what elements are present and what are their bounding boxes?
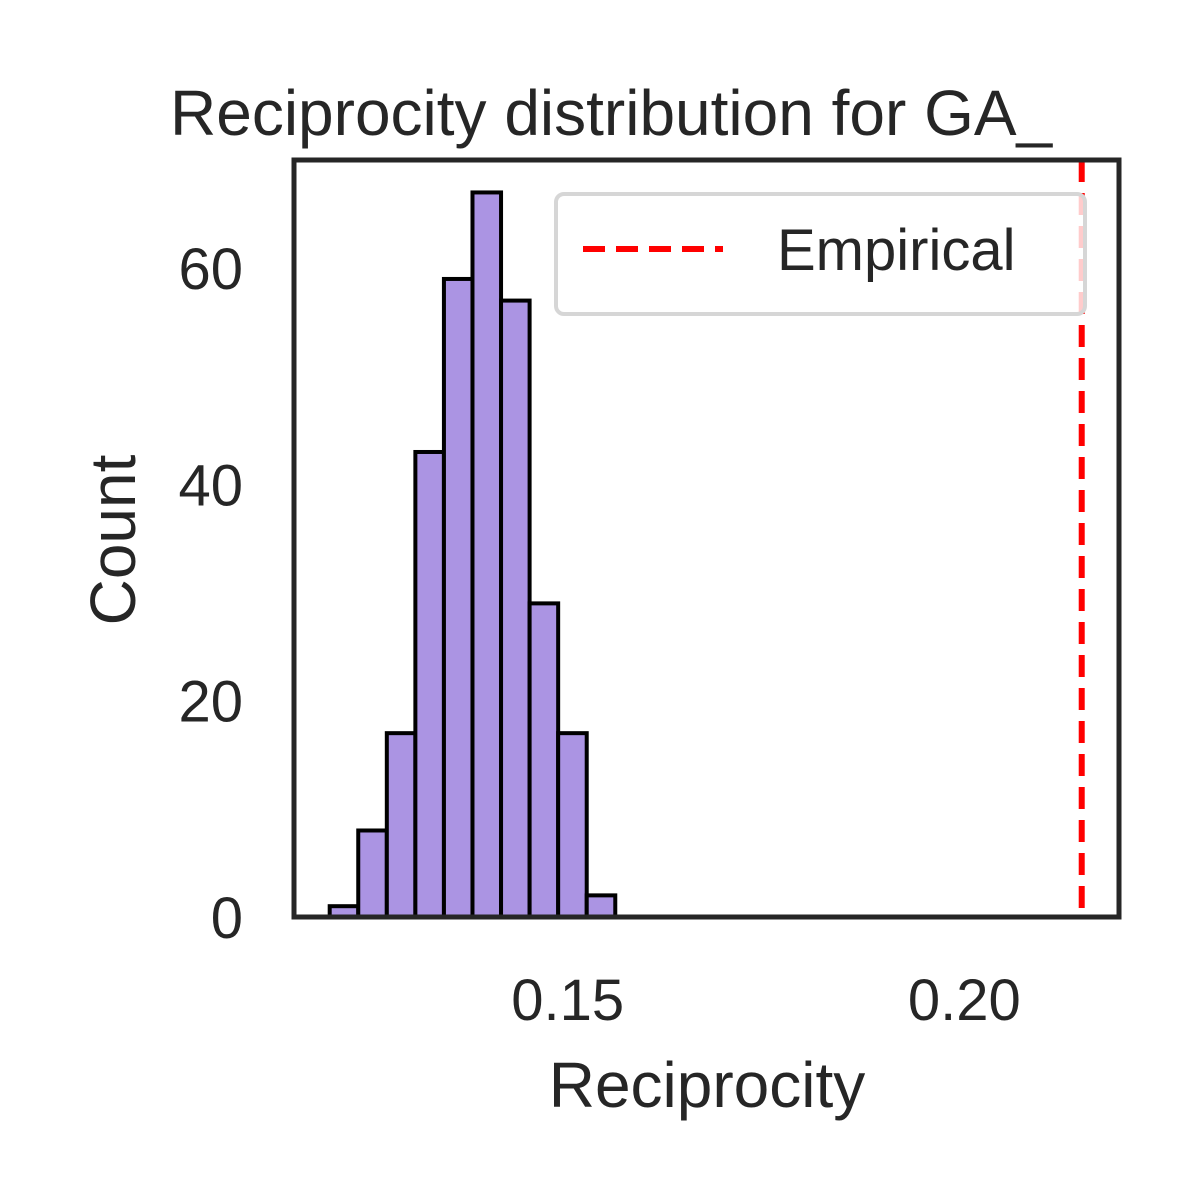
y-tick-label-3: 60: [178, 237, 243, 302]
x-tick-label-1: 0.20: [908, 968, 1021, 1033]
x-tick-label-0: 0.15: [511, 968, 624, 1033]
chart-title: Reciprocity distribution for GA_: [170, 77, 1054, 149]
y-tick-label-2: 40: [178, 453, 243, 518]
legend: Empirical: [554, 192, 1087, 316]
histogram-bar-5: [470, 190, 504, 919]
histogram-bar-4: [441, 276, 475, 919]
histogram-bar-1: [356, 828, 389, 919]
x-tick-labels: 0.15 0.20: [511, 968, 1021, 1033]
bars-group: [327, 190, 618, 920]
legend-label: Empirical: [777, 218, 1016, 283]
plot-frame: [291, 157, 1122, 920]
histogram-bar-7: [527, 601, 561, 920]
histogram-bar-9: [584, 893, 618, 919]
x-axis-label: Reciprocity: [549, 1049, 866, 1121]
y-tick-labels: 0 20 40 60: [178, 237, 243, 951]
histogram-bar-2: [384, 731, 418, 920]
y-tick-label-1: 20: [178, 670, 243, 735]
histogram-bar-3: [413, 449, 446, 919]
legend-box: [554, 192, 1087, 316]
y-tick-label-0: 0: [211, 886, 243, 951]
y-axis-label: Count: [77, 454, 149, 625]
histogram-bar-8: [556, 731, 589, 920]
histogram-bar-6: [499, 298, 532, 920]
